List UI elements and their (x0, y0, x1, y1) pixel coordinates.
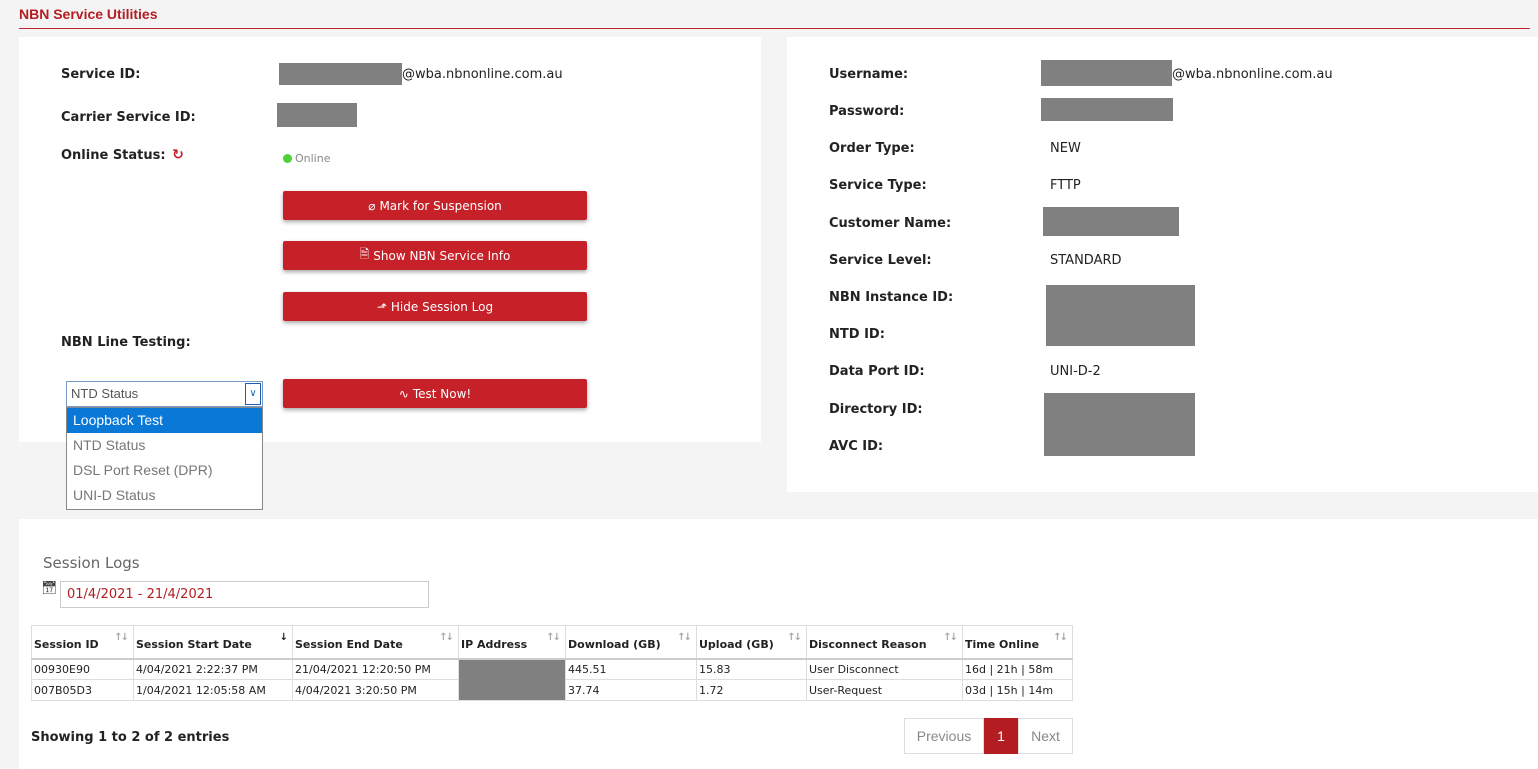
test-now-label: Test Now! (412, 386, 472, 401)
option-ntd-status[interactable]: NTD Status (73, 437, 146, 453)
col-disconnect-reason[interactable]: Disconnect Reason ↑↓ (806, 625, 963, 660)
cell-download: 445.51 (565, 658, 697, 680)
cell-end-date: 21/04/2021 12:20:50 PM (292, 658, 459, 680)
pagination: Previous 1 Next (904, 718, 1073, 754)
redacted-password (1041, 98, 1173, 121)
ntd-id-label: NTD ID: (829, 327, 885, 342)
customer-name-label: Customer Name: (829, 216, 952, 231)
sort-icon: ↑↓ (439, 632, 454, 643)
sort-icon: ↑↓ (546, 632, 561, 643)
table-row: 007B05D3 1/04/2021 12:05:58 AM 4/04/2021… (31, 679, 1073, 701)
cell-time-online: 03d | 15h | 14m (962, 679, 1073, 701)
col-upload[interactable]: Upload (GB) ↑↓ (696, 625, 807, 660)
line-test-select[interactable]: NTD Status ∨ (66, 381, 263, 407)
col-session-end-date[interactable]: Session End Date ↑↓ (292, 625, 459, 660)
service-level-label: Service Level: (829, 253, 932, 268)
col-session-id[interactable]: Session ID ↑↓ (31, 625, 134, 660)
col-download[interactable]: Download (GB) ↑↓ (565, 625, 697, 660)
online-status-text: Online Status: (61, 148, 166, 163)
page-title: NBN Service Utilities (19, 6, 158, 22)
cell-disconnect-reason: User Disconnect (806, 658, 963, 680)
redacted-instance-ntd (1046, 285, 1195, 346)
service-type-label: Service Type: (829, 178, 927, 193)
sort-icon: ↑↓ (943, 632, 958, 643)
hide-session-log-label: Hide Session Log (390, 299, 494, 314)
cell-session-id: 007B05D3 (31, 679, 134, 701)
calendar-icon: 📅︎ (41, 581, 58, 596)
cell-end-date: 4/04/2021 3:20:50 PM (292, 679, 459, 701)
online-status-label: Online Status: ↻ (61, 147, 184, 163)
line-test-select-value: NTD Status (71, 386, 139, 401)
table-header-row: Session ID ↑↓ Session Start Date ↓ Session… (31, 625, 1073, 660)
chevron-down-icon[interactable]: ∨ (245, 383, 261, 405)
nbn-line-testing-label: NBN Line Testing: (61, 335, 191, 350)
option-uni-d-status[interactable]: UNI-D Status (73, 487, 156, 503)
redacted-username (1041, 60, 1172, 86)
document-icon: 🗎 (359, 247, 370, 261)
hide-session-log-button[interactable]: ⬏ Hide Session Log (283, 292, 587, 321)
cell-start-date: 1/04/2021 12:05:58 AM (133, 679, 293, 701)
table-row: 00930E90 4/04/2021 2:22:37 PM 21/04/2021… (31, 658, 1073, 701)
col-ip-address[interactable]: IP Address ↑↓ (458, 625, 566, 660)
session-logs-title: Session Logs (43, 554, 140, 572)
show-nbn-service-info-button[interactable]: 🗎 Show NBN Service Info (283, 241, 587, 270)
directory-id-label: Directory ID: (829, 402, 923, 417)
cell-time-online: 16d | 21h | 58m (962, 658, 1073, 680)
data-port-id-label: Data Port ID: (829, 364, 925, 379)
redacted-directory-avc (1044, 393, 1195, 456)
sort-icon: ↑↓ (114, 632, 129, 643)
sort-desc-icon: ↓ (279, 632, 289, 643)
mark-for-suspension-button[interactable]: ⌀ Mark for Suspension (283, 191, 587, 220)
username-label: Username: (829, 67, 909, 82)
service-id-domain: @wba.nbnonline.com.au (402, 67, 563, 82)
service-type-value: FTTP (1050, 178, 1081, 193)
service-level-value: STANDARD (1050, 253, 1122, 268)
username-domain: @wba.nbnonline.com.au (1172, 67, 1333, 82)
cell-session-id: 00930E90 (31, 658, 134, 680)
redacted-service-id (279, 63, 402, 85)
sort-icon: ↑↓ (677, 632, 692, 643)
sort-icon: ↑↓ (1053, 632, 1068, 643)
order-type-label: Order Type: (829, 141, 915, 156)
order-type-value: NEW (1050, 141, 1081, 156)
test-now-button[interactable]: ∿ Test Now! (283, 379, 587, 408)
show-nbn-service-info-label: Show NBN Service Info (373, 248, 511, 263)
entries-info: Showing 1 to 2 of 2 entries (31, 730, 230, 745)
online-status-value: Online (295, 152, 331, 165)
redacted-carrier-id (277, 103, 357, 127)
refresh-icon[interactable]: ↻ (172, 147, 184, 163)
online-status-badge: Online (283, 152, 330, 165)
data-port-id-value: UNI-D-2 (1050, 364, 1101, 379)
avc-id-label: AVC ID: (829, 439, 884, 454)
password-label: Password: (829, 104, 905, 119)
line-test-dropdown: Loopback Test NTD Status DSL Port Reset … (66, 407, 263, 510)
redacted-customer-name (1043, 207, 1179, 236)
previous-page-button[interactable]: Previous (904, 718, 984, 754)
level-up-icon: ⬏ (376, 299, 387, 314)
heartbeat-icon: ∿ (398, 386, 409, 401)
option-loopback-test[interactable]: Loopback Test (67, 408, 262, 433)
title-divider (19, 28, 1530, 29)
cell-start-date: 4/04/2021 2:22:37 PM (133, 658, 293, 680)
carrier-service-id-label: Carrier Service ID: (61, 110, 196, 125)
sort-icon: ↑↓ (787, 632, 802, 643)
cell-disconnect-reason: User-Request (806, 679, 963, 701)
col-session-start-date[interactable]: Session Start Date ↓ (133, 625, 293, 660)
col-time-online[interactable]: Time Online ↑↓ (962, 625, 1073, 660)
status-dot-icon (283, 154, 292, 163)
option-dsl-port-reset[interactable]: DSL Port Reset (DPR) (73, 462, 213, 478)
session-log-table: Session ID ↑↓ Session Start Date ↓ Session… (31, 625, 1073, 701)
next-page-button[interactable]: Next (1018, 718, 1073, 754)
nbn-instance-id-label: NBN Instance ID: (829, 290, 954, 305)
cell-upload: 1.72 (696, 679, 807, 701)
service-id-label: Service ID: (61, 67, 141, 82)
date-range-input[interactable]: 01/4/2021 - 21/4/2021 (60, 581, 429, 608)
wifi-off-icon: ⌀ (368, 198, 376, 213)
mark-for-suspension-label: Mark for Suspension (379, 198, 502, 213)
page-1-button[interactable]: 1 (984, 718, 1018, 754)
cell-download: 37.74 (565, 679, 697, 701)
cell-upload: 15.83 (696, 658, 807, 680)
service-panel (19, 37, 761, 442)
cell-ip-redacted (458, 658, 566, 701)
